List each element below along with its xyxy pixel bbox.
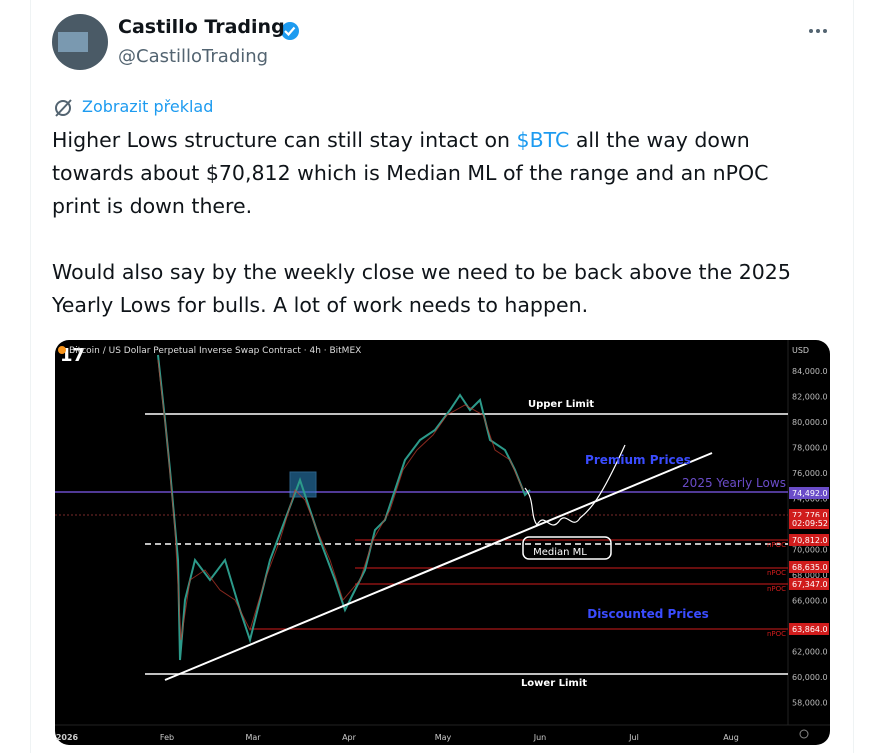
translate-link[interactable]: Zobrazit překlad xyxy=(82,97,214,116)
price-label: 68,000.0 xyxy=(792,571,828,580)
paragraph: Higher Lows structure can still stay int… xyxy=(52,124,822,223)
time-label: Jul xyxy=(628,733,639,742)
price-label: 82,000.0 xyxy=(792,393,828,402)
author-name[interactable]: Castillo Trading xyxy=(118,16,285,38)
median-tag: 70,812.0 xyxy=(792,536,828,545)
text-segment: all the way down towards about $70,812 w… xyxy=(52,128,769,218)
price-label: 70,000.0 xyxy=(792,546,828,555)
price-label: 60,000.0 xyxy=(792,673,828,682)
chart-image[interactable]: 17 Bitcoin / US Dollar Perpetual Inverse… xyxy=(55,340,830,745)
upper-limit-label: Upper Limit xyxy=(528,399,594,410)
median-label: Median ML xyxy=(533,547,587,558)
translate-icon xyxy=(55,100,71,116)
price-label: 76,000.0 xyxy=(792,469,828,478)
price-label: 84,000.0 xyxy=(792,367,828,376)
price-label: 66,000.0 xyxy=(792,597,828,606)
header-icons xyxy=(52,14,827,117)
chart-title: Bitcoin / US Dollar Perpetual Inverse Sw… xyxy=(69,346,361,356)
npoc2-tag: 67,347.0 xyxy=(792,580,828,589)
time-label: Feb xyxy=(160,733,174,742)
more-button[interactable] xyxy=(809,29,827,33)
author-handle[interactable]: @CastilloTrading xyxy=(118,46,269,67)
price-label: 80,000.0 xyxy=(792,418,828,427)
svg-text:17: 17 xyxy=(60,345,85,366)
paragraph: Would also say by the weekly close we ne… xyxy=(52,256,822,322)
yearly-tag-bg xyxy=(789,487,829,499)
time-label: Apr xyxy=(342,733,357,742)
npoc-label: nPOC xyxy=(767,541,786,549)
card xyxy=(30,0,854,753)
time-label: 2026 xyxy=(56,733,79,742)
time-label: May xyxy=(435,733,452,742)
time-label: Mar xyxy=(245,733,261,742)
npoc1-tag: 68,635.0 xyxy=(792,563,828,572)
npoc2-tag-bg xyxy=(789,578,829,590)
currency: USD xyxy=(792,346,809,355)
median-tag-bg xyxy=(789,534,829,546)
npoc-label: nPOC xyxy=(767,569,786,577)
timer-tag-bg xyxy=(789,517,829,529)
time-label: Aug xyxy=(723,733,739,742)
price-label: 58,000.0 xyxy=(792,699,828,708)
tweet-text: Higher Lows structure can still stay int… xyxy=(52,124,822,355)
npoc1-tag-bg xyxy=(789,561,829,573)
title-icon xyxy=(58,346,66,354)
text-segment: Would also say by the weekly close we ne… xyxy=(52,260,791,317)
discounted-label: Discounted Prices xyxy=(587,607,709,621)
timer-tag: 02:09:52 xyxy=(792,519,828,528)
time-label: Jun xyxy=(533,733,547,742)
price-label: 78,000.0 xyxy=(792,444,828,453)
npoc3-tag-bg xyxy=(789,623,829,635)
price-label: 62,000.0 xyxy=(792,648,828,657)
npoc3-tag: 63,864.0 xyxy=(792,625,828,634)
verified-badge xyxy=(281,22,299,40)
price-tag: 72,776.0 xyxy=(792,511,828,520)
npoc-label: nPOC xyxy=(767,585,786,593)
lower-limit-label: Lower Limit xyxy=(521,678,587,689)
yearly-tag: 74,492.0 xyxy=(792,489,828,498)
text-segment: Higher Lows structure can still stay int… xyxy=(52,128,517,152)
npoc-label: nPOC xyxy=(767,630,786,638)
yearly-lows-label: 2025 Yearly Lows xyxy=(682,476,786,490)
premium-label: Premium Prices xyxy=(585,453,691,467)
cashtag-link[interactable]: $BTC xyxy=(516,128,570,152)
